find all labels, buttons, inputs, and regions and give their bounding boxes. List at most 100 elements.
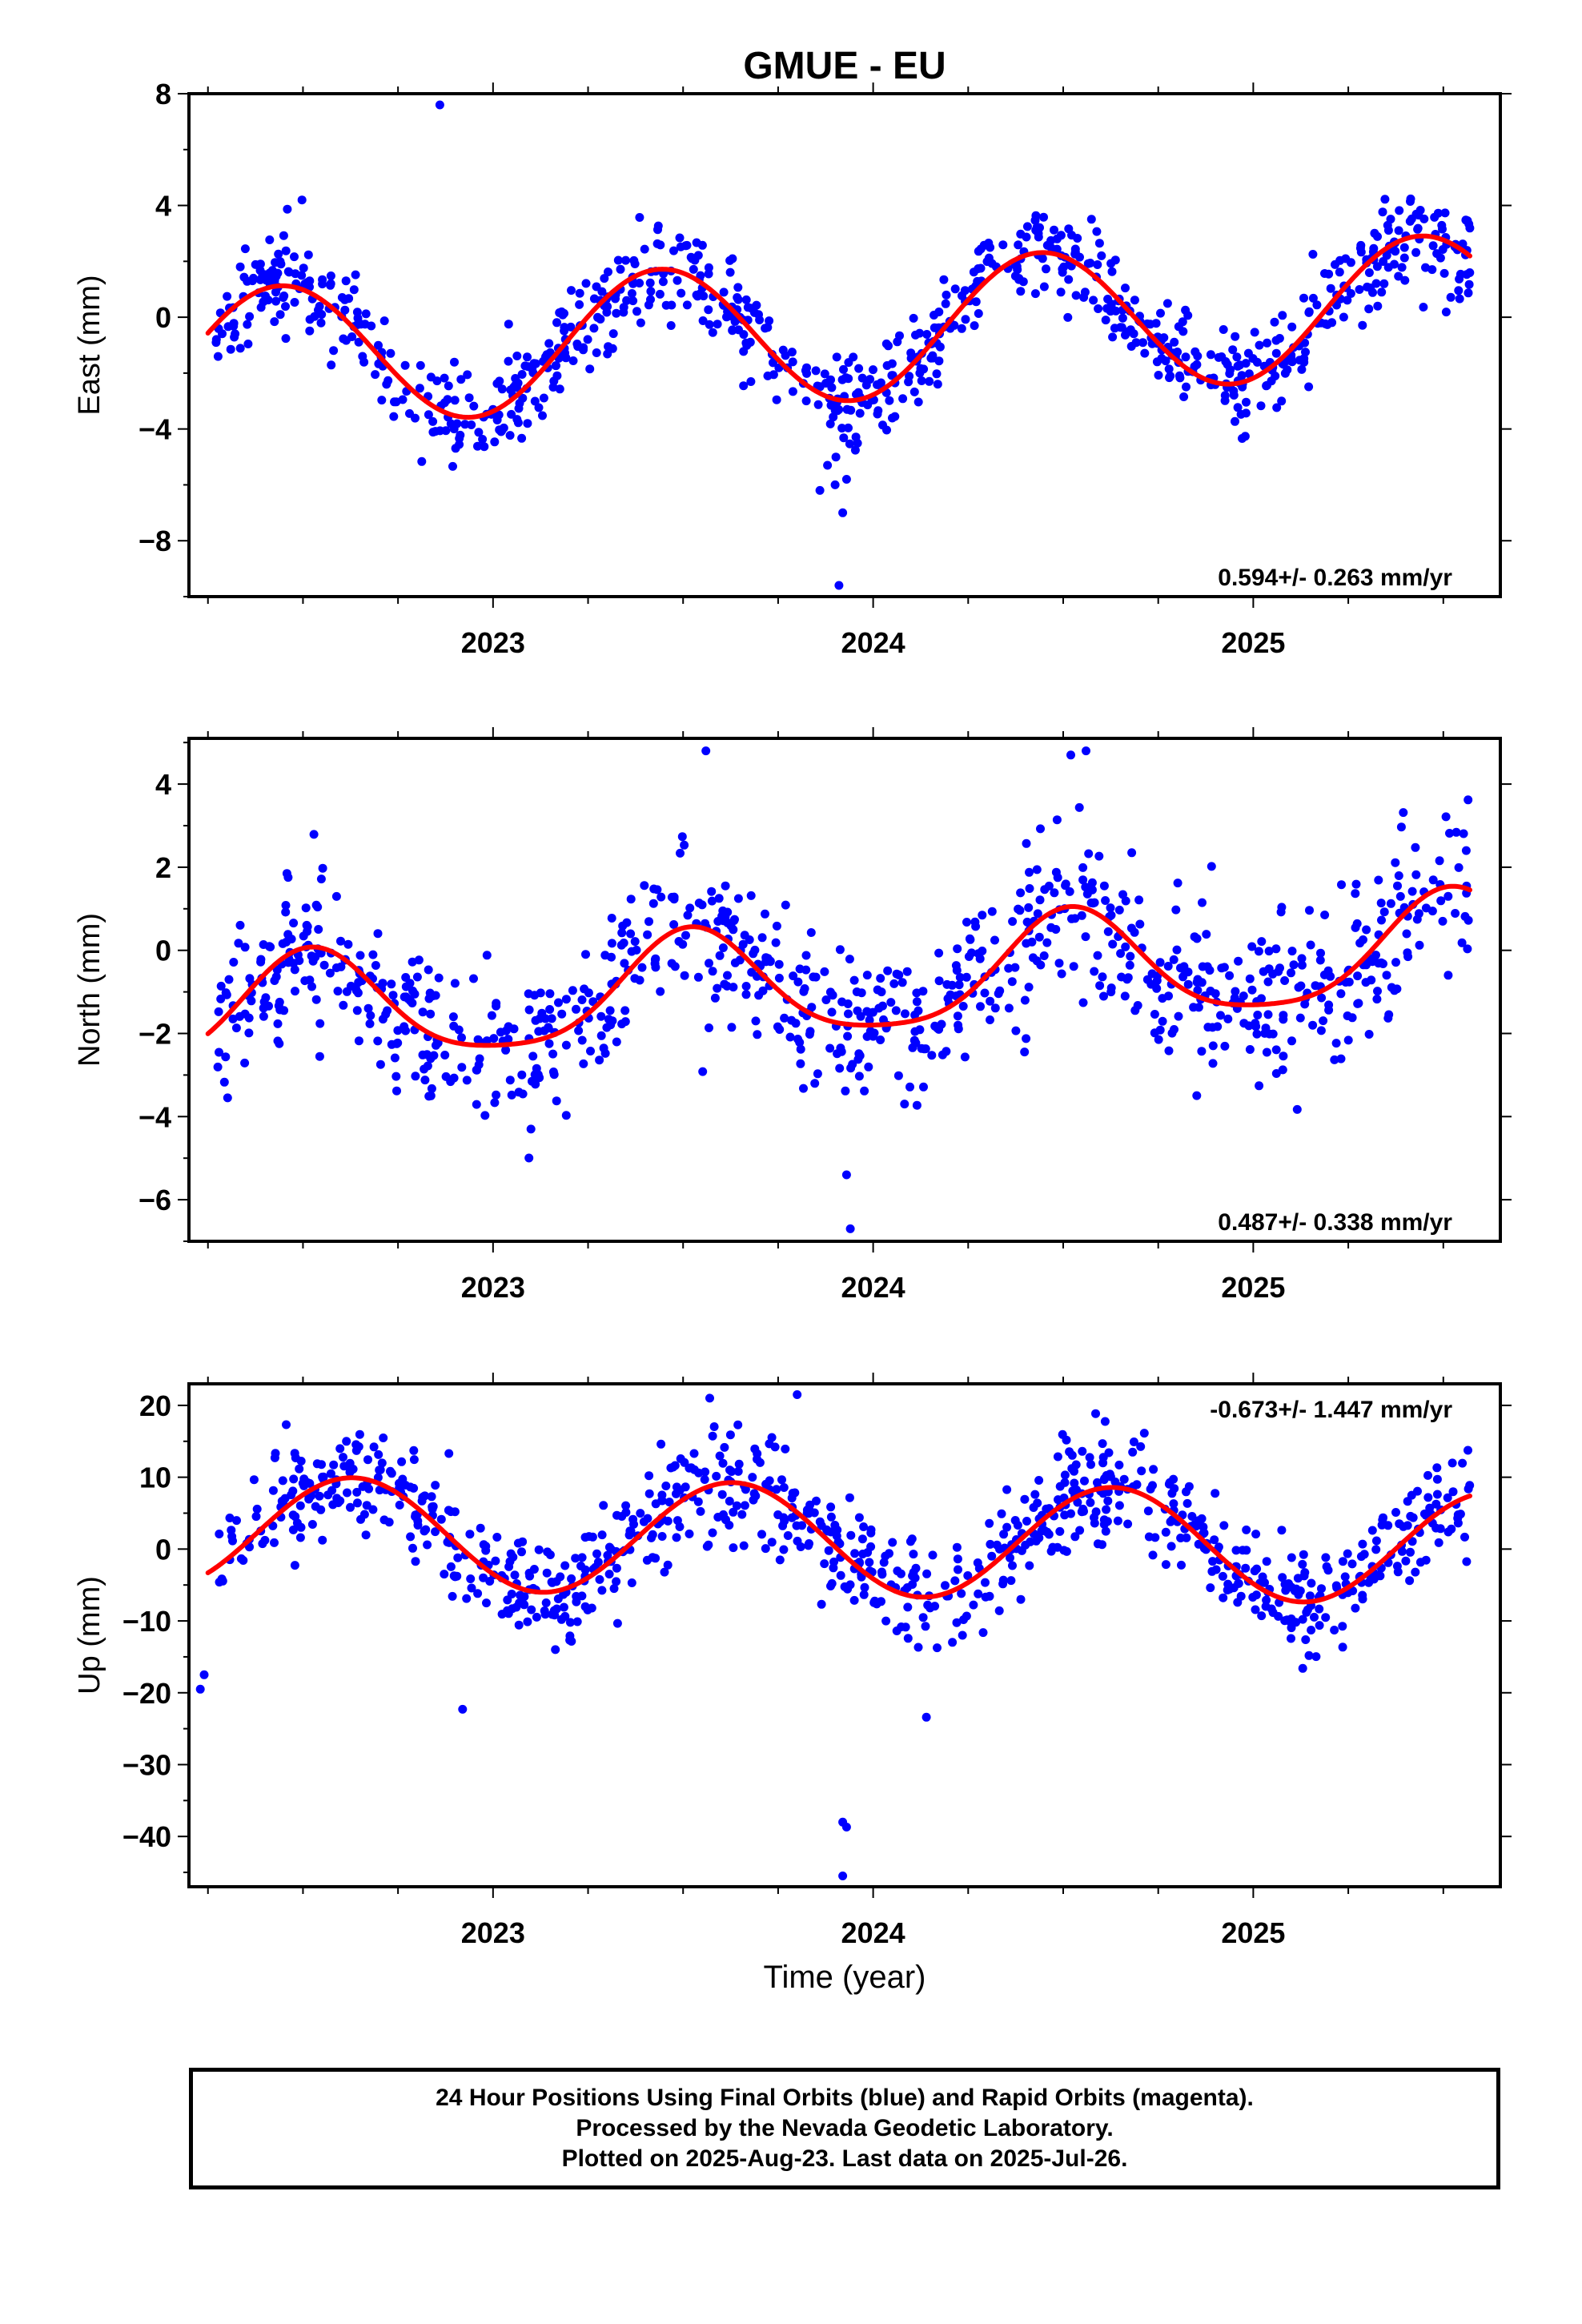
data-point [1169,1474,1178,1484]
data-point [1340,1572,1350,1582]
data-point [1148,1481,1157,1490]
data-point [1208,1557,1218,1566]
data-point [390,1053,400,1063]
data-point [685,903,695,913]
data-point [617,1512,627,1521]
data-point [303,922,312,931]
data-point [751,1016,761,1026]
data-point [792,1521,801,1530]
data-point [611,294,620,304]
data-point [1262,1595,1271,1605]
data-point [1397,263,1407,272]
data-point [462,1594,472,1603]
data-point [375,1466,384,1475]
data-point-outlier [841,475,851,484]
data-point [612,1563,621,1573]
data-point [544,339,554,348]
data-point [1271,348,1281,358]
data-point [653,221,663,231]
data-point [1464,288,1473,298]
data-point [957,1589,966,1598]
data-point [715,1451,725,1461]
data-point [512,352,522,360]
data-point [1411,1567,1420,1577]
data-point [698,1067,708,1076]
data-point [1287,1036,1296,1046]
data-point [642,1555,652,1565]
data-point [913,1642,923,1652]
data-point [231,1023,241,1033]
data-point [715,951,725,960]
data-point [1067,1464,1077,1474]
data-point [542,1568,552,1578]
data-point [1275,334,1284,343]
data-point [981,1578,990,1587]
data-point [630,974,640,983]
data-point [1053,1452,1062,1462]
data-point [964,952,974,961]
data-point [456,375,466,384]
data-point [1278,1573,1287,1582]
data-point [1121,330,1130,340]
data-point [325,968,335,978]
data-point [932,369,942,379]
data-point [1070,1532,1080,1542]
data-point [213,1062,223,1072]
data-point [721,912,730,922]
data-point [1106,911,1116,920]
data-point [810,1079,820,1088]
data-point [1321,1553,1331,1562]
data-point [426,372,436,382]
data-point [835,945,845,955]
data-point [1459,829,1468,838]
data-point [1067,1450,1077,1460]
x-tick-label: 2024 [841,1916,905,1949]
data-point [1211,1565,1221,1574]
data-point [1116,949,1126,959]
data-point [259,940,268,949]
data-point [318,275,327,284]
data-point [239,1556,248,1565]
x-tick-label: 2025 [1221,1916,1285,1949]
data-point [561,1040,571,1050]
data-point [859,1522,869,1531]
data-point [681,931,690,940]
data-point [1373,987,1382,996]
data-point [890,412,900,421]
data-point [369,1442,379,1452]
data-point [586,1047,595,1055]
data-point [811,366,821,376]
data-point [592,282,601,292]
data-point [1169,955,1178,964]
data-point [713,917,723,926]
data-point [341,276,351,286]
data-point [1278,1065,1287,1075]
data-point [934,948,944,958]
data-point [1370,228,1379,238]
data-point [1236,1591,1246,1601]
data-point [295,1533,305,1542]
data-point [1126,325,1135,335]
data-point [1004,963,1014,973]
data-point [942,290,951,300]
data-point [1113,1516,1122,1526]
data-point [1279,360,1288,369]
data-point [682,240,692,250]
data-point [1161,356,1170,366]
data-point [987,1551,997,1561]
data-point [1108,939,1118,949]
data-point [1355,939,1365,948]
data-point [1164,364,1174,374]
data-point [1219,963,1229,972]
data-point [1094,304,1103,313]
data-point [315,302,324,311]
data-point [545,989,555,999]
data-point [492,1533,502,1542]
data-point-outlier [195,1684,205,1694]
data-point [1456,1510,1465,1519]
data-point [361,1530,371,1540]
data-point [1039,212,1048,222]
data-point [781,900,790,910]
